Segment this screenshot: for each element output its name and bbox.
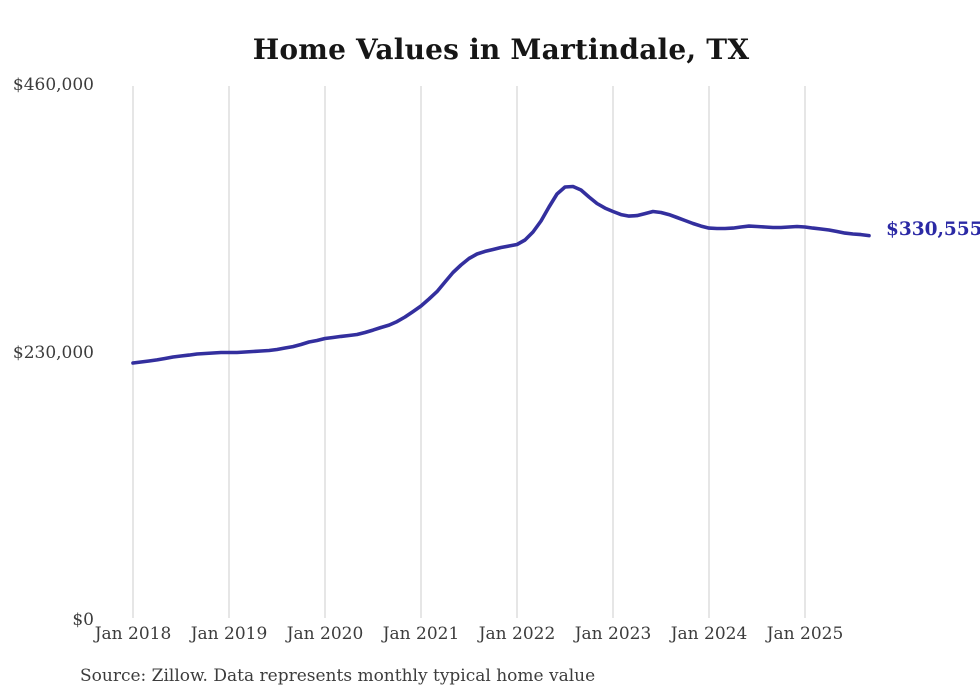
chart-title: Home Values in Martindale, TX bbox=[252, 33, 750, 66]
home-value-line bbox=[131, 184, 871, 365]
x-axis-tick-label: Jan 2024 bbox=[670, 624, 748, 644]
y-axis-tick-label: $230,000 bbox=[12, 342, 94, 363]
x-axis-tick-label: Jan 2018 bbox=[94, 624, 172, 644]
x-axis-tick-label: Jan 2022 bbox=[478, 624, 556, 644]
y-axis-tick-label: $0 bbox=[72, 610, 94, 630]
source-note: Source: Zillow. Data represents monthly … bbox=[80, 666, 596, 686]
x-axis-tick-label: Jan 2020 bbox=[286, 624, 364, 644]
y-axis-tick-label: $460,000 bbox=[12, 75, 94, 95]
x-axis-tick-label: Jan 2023 bbox=[574, 624, 652, 644]
x-axis-tick-label: Jan 2019 bbox=[190, 624, 268, 644]
x-axis-tick-label: Jan 2025 bbox=[766, 624, 844, 644]
x-axis-tick-label: Jan 2021 bbox=[382, 624, 460, 644]
latest-value-label: $330,555 bbox=[886, 219, 980, 240]
